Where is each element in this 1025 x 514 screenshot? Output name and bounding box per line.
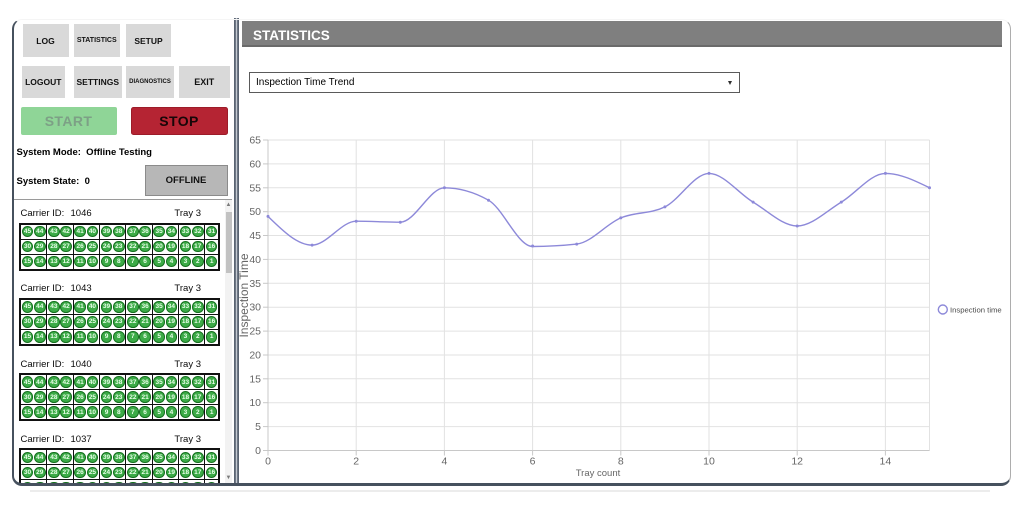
svg-text:65: 65: [249, 135, 261, 147]
svg-text:12: 12: [791, 456, 803, 468]
svg-text:0: 0: [255, 445, 261, 457]
svg-text:25: 25: [249, 326, 261, 338]
svg-text:5: 5: [255, 421, 261, 433]
svg-text:4: 4: [441, 456, 447, 468]
svg-text:30: 30: [249, 302, 261, 314]
svg-text:Inspection time: Inspection time: [950, 306, 1002, 315]
svg-text:55: 55: [249, 182, 261, 194]
svg-text:0: 0: [265, 456, 271, 468]
svg-text:14: 14: [880, 456, 892, 468]
svg-text:20: 20: [249, 350, 261, 362]
svg-text:Inspection Time: Inspection Time: [237, 253, 251, 337]
svg-text:6: 6: [530, 456, 536, 468]
svg-text:35: 35: [249, 278, 261, 290]
svg-text:50: 50: [249, 206, 261, 218]
svg-text:60: 60: [249, 158, 261, 170]
svg-text:45: 45: [249, 230, 261, 242]
svg-text:40: 40: [249, 254, 261, 266]
svg-text:8: 8: [618, 456, 624, 468]
svg-text:Tray count: Tray count: [576, 468, 621, 479]
svg-text:2: 2: [353, 456, 359, 468]
svg-text:10: 10: [249, 397, 261, 409]
svg-text:15: 15: [249, 373, 261, 385]
svg-text:10: 10: [703, 456, 715, 468]
